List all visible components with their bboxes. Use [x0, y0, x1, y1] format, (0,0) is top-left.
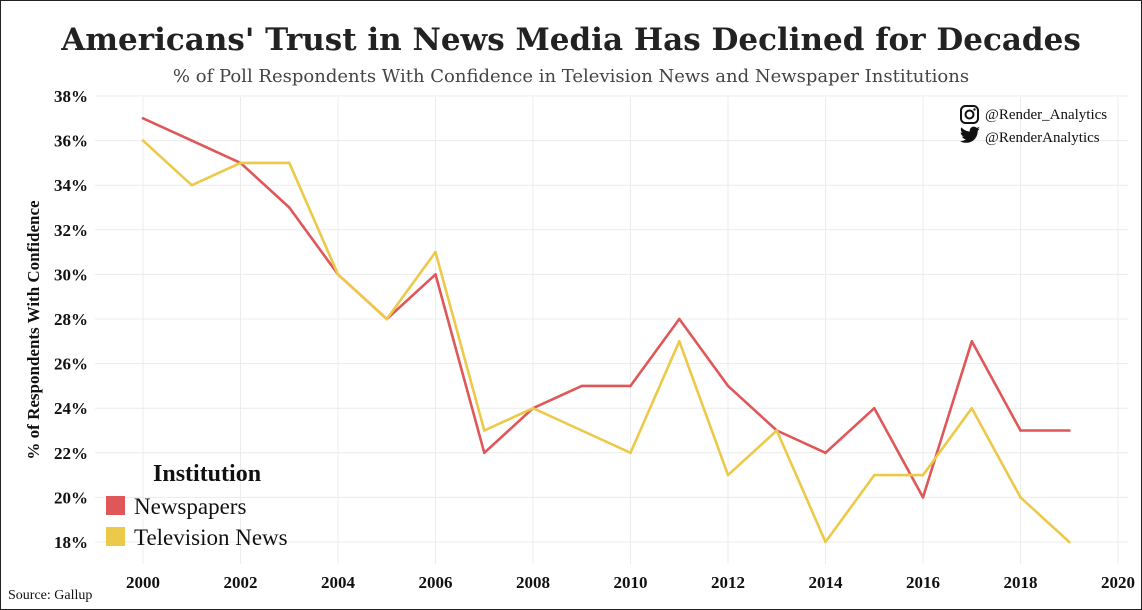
legend-label-newspapers: Newspapers	[134, 494, 246, 519]
x-tick-label: 2018	[1004, 573, 1038, 592]
data-point-newspapers	[434, 273, 437, 276]
y-tick-label: 38%	[54, 87, 88, 106]
data-point-television-news	[629, 451, 632, 455]
data-point-newspapers	[190, 139, 194, 142]
data-point-television-news	[531, 406, 535, 410]
y-tick-label: 30%	[54, 265, 88, 284]
data-point-television-news	[970, 406, 974, 410]
x-tick-label: 2012	[711, 573, 745, 592]
x-tick-label: 2002	[224, 573, 258, 592]
x-tick-label: 2008	[516, 573, 550, 592]
x-tick-label: 2010	[614, 573, 648, 592]
legend-swatch-newspapers	[106, 496, 125, 515]
data-point-television-news	[1067, 540, 1071, 544]
data-point-newspapers	[824, 451, 827, 455]
y-tick-label: 34%	[54, 176, 88, 195]
x-tick-label: 2014	[809, 573, 844, 592]
source-note: Source: Gallup	[8, 588, 92, 603]
data-point-newspapers	[970, 340, 974, 343]
y-axis-ticks: 18% 20% 22% 24% 26% 28% 30% 32% 34% 36% 38%	[54, 87, 88, 552]
data-point-television-news	[385, 317, 389, 321]
legend: Institution Newspapers Television News	[106, 461, 288, 550]
series-line-television-news	[141, 139, 1071, 544]
twitter-handle: @RenderAnalytics	[959, 126, 1100, 146]
instagram-icon	[960, 105, 979, 124]
data-point-newspapers	[872, 406, 876, 410]
x-tick-label: 2000	[126, 573, 160, 592]
data-point-television-news	[190, 183, 194, 187]
x-tick-label: 2020	[1101, 573, 1135, 592]
data-point-television-news	[726, 473, 730, 477]
data-point-television-news	[872, 473, 876, 477]
series-line-newspapers	[141, 117, 1071, 499]
data-point-television-news	[239, 161, 242, 165]
data-point-newspapers	[629, 384, 632, 388]
instagram-handle: @Render_Analytics	[960, 105, 1107, 124]
y-tick-label: 32%	[54, 221, 88, 240]
y-tick-label: 22%	[54, 444, 88, 463]
x-axis-ticks: 2000 2002 2004 2006 2008 2010 2012 2014 2016 2018…	[126, 573, 1135, 592]
data-point-television-news	[580, 429, 584, 432]
x-tick-label: 2016	[906, 573, 940, 592]
y-tick-label: 28%	[54, 310, 88, 329]
data-point-newspapers	[141, 117, 145, 120]
y-tick-label: 36%	[54, 132, 88, 151]
data-point-television-news	[434, 250, 437, 254]
data-point-newspapers	[677, 317, 681, 321]
grid	[95, 95, 1128, 564]
data-point-television-news	[482, 429, 486, 432]
legend-label-television-news: Television News	[134, 525, 288, 550]
chart-subtitle: % of Poll Respondents With Confidence in…	[173, 66, 969, 87]
chart-title: Americans' Trust in News Media Has Decli…	[60, 22, 1081, 58]
twitter-icon	[959, 126, 980, 143]
legend-title: Institution	[153, 461, 261, 487]
data-point-newspapers	[580, 384, 584, 388]
data-point-television-news	[824, 540, 827, 544]
data-point-television-news	[336, 273, 340, 276]
y-tick-label: 18%	[54, 533, 88, 552]
data-point-television-news	[1019, 496, 1022, 499]
y-axis-label: % of Respondents With Confidence	[24, 200, 43, 460]
x-tick-label: 2006	[419, 573, 453, 592]
y-tick-label: 24%	[54, 399, 88, 418]
legend-swatch-television-news	[106, 527, 125, 546]
data-point-television-news	[287, 161, 291, 165]
data-point-newspapers	[726, 384, 730, 388]
instagram-handle-text: @Render_Analytics	[985, 107, 1107, 123]
x-tick-label: 2004	[321, 573, 356, 592]
data-point-newspapers	[921, 496, 925, 499]
y-tick-label: 26%	[54, 355, 88, 374]
data-point-newspapers	[287, 206, 291, 209]
data-point-television-news	[921, 473, 925, 477]
series-lines	[141, 117, 1071, 544]
data-point-television-news	[775, 429, 779, 432]
data-point-television-news	[141, 139, 145, 142]
twitter-handle-text: @RenderAnalytics	[985, 130, 1100, 146]
data-point-television-news	[677, 340, 681, 343]
data-point-newspapers	[482, 451, 486, 455]
data-point-newspapers	[1067, 429, 1071, 432]
data-point-newspapers	[1019, 429, 1022, 432]
y-tick-label: 20%	[54, 488, 88, 507]
